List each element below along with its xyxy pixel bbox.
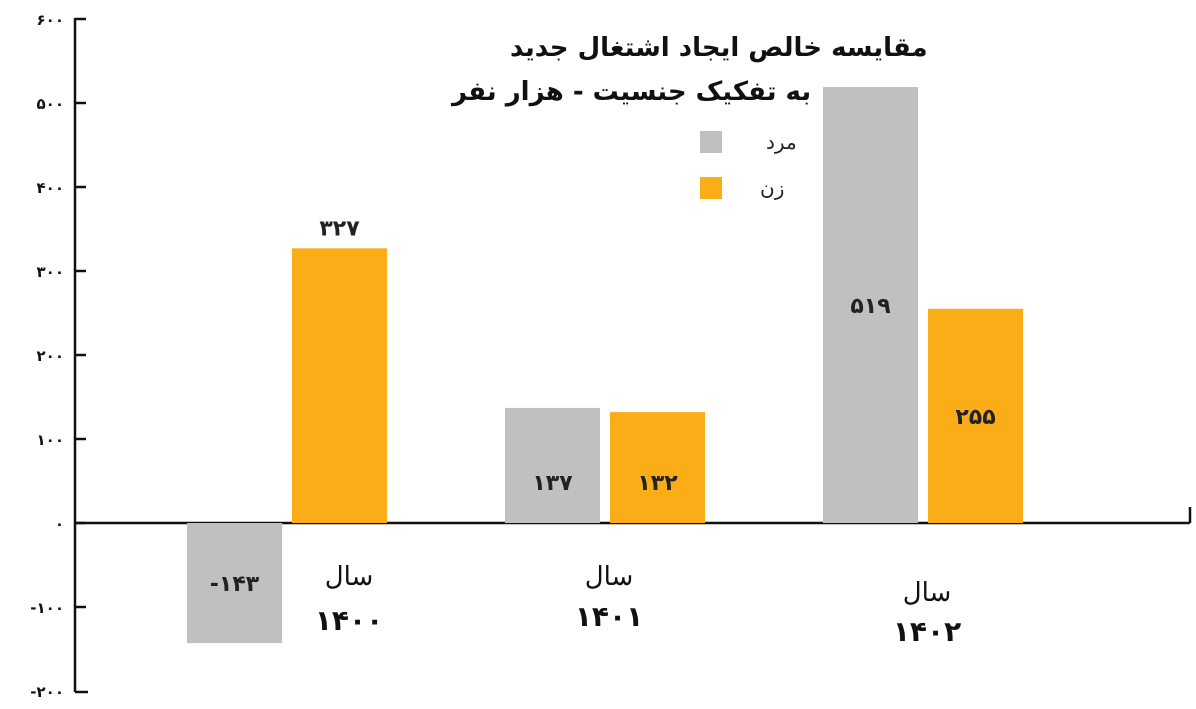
bars <box>187 87 1023 643</box>
chart-title: مقایسه خالص ایجاد اشتغال جدید <box>510 33 928 63</box>
category-label-1-line1: سال <box>585 562 634 592</box>
chart-subtitle: به تفکیک جنسیت - هزار نفر <box>450 77 811 107</box>
y-tick-label: ۵۰۰ <box>37 95 64 113</box>
y-tick-label: -۲۰۰ <box>30 683 64 701</box>
value-label-male-0: -۱۴۳ <box>210 572 260 597</box>
bar-female-0 <box>292 248 387 523</box>
legend-label-female: زن <box>760 176 784 200</box>
value-label-male-1: ۱۳۷ <box>532 471 573 496</box>
category-label-0-line2: ۱۴۰۰ <box>315 604 383 637</box>
legend-label-male: مرد <box>766 130 797 154</box>
y-tick-label: ۰ <box>55 515 64 533</box>
y-tick-label: ۳۰۰ <box>37 263 64 281</box>
category-label-2-line1: سال <box>903 578 952 608</box>
legend-swatch-male <box>700 131 722 153</box>
category-labels: سال ۱۴۰۰ سال ۱۴۰۱ سال ۱۴۰۲ <box>315 562 961 648</box>
category-label-0-line1: سال <box>325 562 374 592</box>
bar-female-1 <box>610 412 705 523</box>
legend: مرد زن <box>700 130 797 200</box>
category-label-2-line2: ۱۴۰۲ <box>893 615 961 648</box>
y-tick-label: ۲۰۰ <box>37 347 64 365</box>
bar-male-1 <box>505 408 600 523</box>
category-label-1-line2: ۱۴۰۱ <box>575 600 643 633</box>
legend-swatch-female <box>700 177 722 199</box>
value-label-female-0: ۳۲۷ <box>319 216 360 241</box>
y-tick-label: ۶۰۰ <box>37 11 64 29</box>
y-tick-label: -۱۰۰ <box>30 599 64 617</box>
y-tick-label: ۴۰۰ <box>37 179 64 197</box>
value-label-female-1: ۱۳۲ <box>637 471 678 496</box>
value-label-male-2: ۵۱۹ <box>850 294 890 319</box>
value-label-female-2: ۲۵۵ <box>955 405 995 430</box>
y-tick-label: ۱۰۰ <box>37 431 64 449</box>
y-ticks: ۶۰۰ ۵۰۰ ۴۰۰ ۳۰۰ ۲۰۰ ۱۰۰ ۰ -۱۰۰ -۲۰۰ <box>30 11 86 701</box>
